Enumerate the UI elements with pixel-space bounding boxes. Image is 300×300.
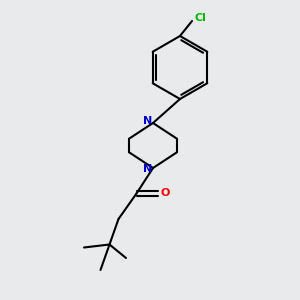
Text: O: O <box>161 188 170 199</box>
Text: N: N <box>143 164 152 175</box>
Text: Cl: Cl <box>194 13 206 23</box>
Text: N: N <box>143 116 152 127</box>
